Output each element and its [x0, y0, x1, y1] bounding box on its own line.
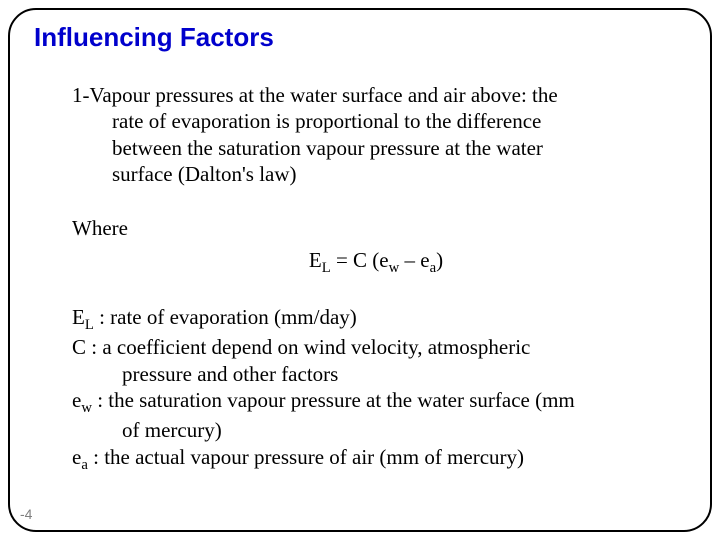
formula-ew-sub: w — [389, 260, 400, 276]
point1-line2: rate of evaporation is proportional to t… — [72, 108, 680, 134]
formula: EL = C (ew – ea) — [72, 247, 680, 278]
point1-line3: between the saturation vapour pressure a… — [72, 135, 680, 161]
point1-line4-text: surface (Dalton's law) — [112, 162, 297, 186]
point1-line2-text: rate of evaporation is proportional to t… — [112, 109, 541, 133]
formula-mid2: – e — [399, 248, 429, 272]
def-ew-text: : the saturation vapour pressure at the … — [92, 388, 575, 412]
def-C-line2: pressure and other factors — [72, 361, 680, 387]
formula-EL-sub: L — [322, 260, 331, 276]
def-ea-text: : the actual vapour pressure of air (mm … — [88, 445, 524, 469]
point1-line1: 1-Vapour pressures at the water surface … — [72, 82, 680, 108]
slide-content: 1-Vapour pressures at the water surface … — [72, 82, 680, 474]
formula-EL-base: E — [309, 248, 322, 272]
def-EL-sub: L — [85, 317, 94, 333]
def-EL-base: E — [72, 305, 85, 329]
point1-line1-text: 1-Vapour pressures at the water surface … — [72, 83, 558, 107]
def-ew-sub: w — [81, 400, 92, 416]
def-EL: EL : rate of evaporation (mm/day) — [72, 304, 680, 335]
def-C-line1: C : a coefficient depend on wind velocit… — [72, 334, 680, 360]
where-label: Where — [72, 215, 680, 241]
point1-line3-text: between the saturation vapour pressure a… — [112, 136, 543, 160]
def-ew-line2: of mercury) — [72, 417, 680, 443]
formula-mid1: = C (e — [331, 248, 389, 272]
slide-title: Influencing Factors — [34, 22, 274, 53]
definitions: EL : rate of evaporation (mm/day) C : a … — [72, 304, 680, 474]
page-number: -4 — [20, 506, 32, 522]
def-ew-line1: ew : the saturation vapour pressure at t… — [72, 387, 680, 418]
point1-line4: surface (Dalton's law) — [72, 161, 680, 187]
point-1: 1-Vapour pressures at the water surface … — [72, 82, 680, 187]
def-ew-base: e — [72, 388, 81, 412]
def-ea-base: e — [72, 445, 81, 469]
def-EL-text: : rate of evaporation (mm/day) — [94, 305, 357, 329]
formula-end: ) — [436, 248, 443, 272]
def-ea: ea : the actual vapour pressure of air (… — [72, 444, 680, 475]
